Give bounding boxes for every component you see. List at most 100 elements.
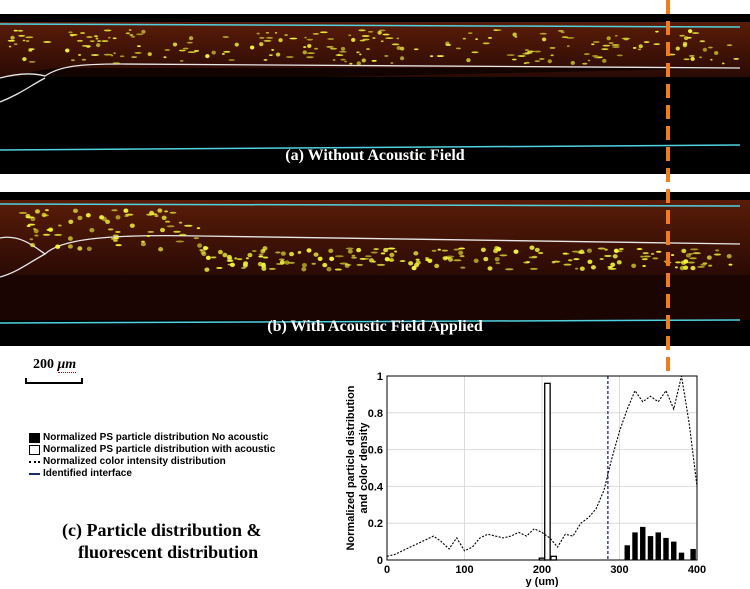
legend-item-with-acoustic: Normalized PS particle distribution with… — [29, 444, 275, 456]
particle — [664, 261, 672, 264]
particle — [356, 263, 364, 266]
particle — [541, 37, 547, 42]
particle — [573, 258, 580, 261]
particle — [258, 253, 264, 256]
particle — [447, 257, 453, 262]
particle — [471, 51, 479, 54]
particle — [399, 46, 405, 51]
particle — [211, 50, 216, 55]
particle — [364, 255, 372, 258]
particle — [344, 263, 352, 266]
particle — [610, 262, 616, 267]
particle — [322, 262, 328, 268]
particle — [348, 34, 352, 37]
particle — [638, 44, 643, 49]
particle — [539, 32, 547, 35]
particle — [134, 52, 142, 54]
particle — [534, 247, 540, 253]
particle — [453, 259, 462, 262]
particle — [425, 259, 431, 262]
particle — [107, 228, 114, 231]
particle — [408, 261, 414, 266]
particle — [249, 45, 255, 50]
channel-bottom-wall — [0, 144, 741, 151]
particle — [356, 247, 362, 253]
particle — [604, 248, 608, 251]
particle — [68, 219, 74, 224]
particle — [683, 36, 689, 41]
particle — [111, 209, 118, 212]
particle — [275, 52, 281, 57]
particle — [41, 212, 47, 218]
particle — [513, 249, 519, 254]
particle — [288, 261, 296, 264]
particle — [178, 49, 186, 52]
particle — [169, 211, 177, 214]
particle — [551, 261, 556, 264]
dashed-line-swatch — [29, 473, 40, 475]
particle — [28, 49, 33, 52]
particle — [386, 247, 396, 250]
microscopy-panel-a: (a) Without Acoustic Field — [0, 14, 750, 174]
particle — [713, 51, 719, 56]
channel-image-b — [0, 200, 750, 324]
particle — [689, 248, 699, 251]
particle — [266, 36, 274, 39]
particle — [7, 39, 16, 42]
particle — [278, 38, 283, 43]
particle — [612, 46, 620, 48]
particle — [549, 47, 556, 49]
particle — [216, 266, 223, 269]
particle — [686, 36, 692, 39]
particle — [460, 266, 466, 269]
particle — [691, 32, 700, 34]
particle — [95, 43, 101, 48]
particle — [593, 56, 602, 59]
particle — [101, 40, 109, 42]
particle — [113, 236, 120, 239]
particle — [193, 50, 200, 52]
y-axis-label-line1: Normalized particle distribution — [345, 385, 357, 550]
particle — [583, 53, 590, 55]
particle — [89, 40, 95, 43]
particle — [327, 38, 335, 40]
particle — [689, 55, 695, 57]
particle — [345, 247, 354, 250]
particle — [314, 47, 319, 50]
particle — [123, 208, 129, 213]
particle — [566, 36, 575, 39]
particle — [112, 37, 117, 40]
particle — [592, 41, 600, 43]
particle — [538, 58, 545, 60]
bar-no-acoustic — [655, 532, 661, 560]
particle — [356, 61, 362, 66]
particle — [347, 249, 353, 254]
particle — [356, 51, 360, 54]
particle — [591, 55, 599, 57]
particle — [338, 50, 347, 53]
particle — [27, 223, 36, 226]
particle — [700, 263, 707, 266]
particle — [265, 31, 270, 34]
particle — [222, 252, 228, 258]
chart-frame — [386, 375, 698, 561]
particle — [562, 252, 568, 255]
particle — [614, 34, 618, 37]
particle — [136, 33, 144, 36]
particle — [699, 40, 706, 43]
particle — [147, 52, 152, 57]
particle — [301, 262, 307, 268]
particle — [222, 36, 229, 38]
particle — [384, 55, 389, 57]
particle — [105, 219, 111, 225]
particle — [334, 268, 342, 271]
particle — [319, 31, 328, 34]
particle — [411, 265, 417, 271]
x-tick-label: 100 — [455, 564, 473, 576]
x-tick-label: 200 — [533, 564, 551, 576]
particle — [188, 36, 194, 41]
particle — [337, 53, 341, 56]
particle — [396, 45, 401, 50]
particle — [591, 43, 595, 46]
legend-item-no-acoustic: Normalized PS particle distribution No a… — [29, 432, 275, 444]
